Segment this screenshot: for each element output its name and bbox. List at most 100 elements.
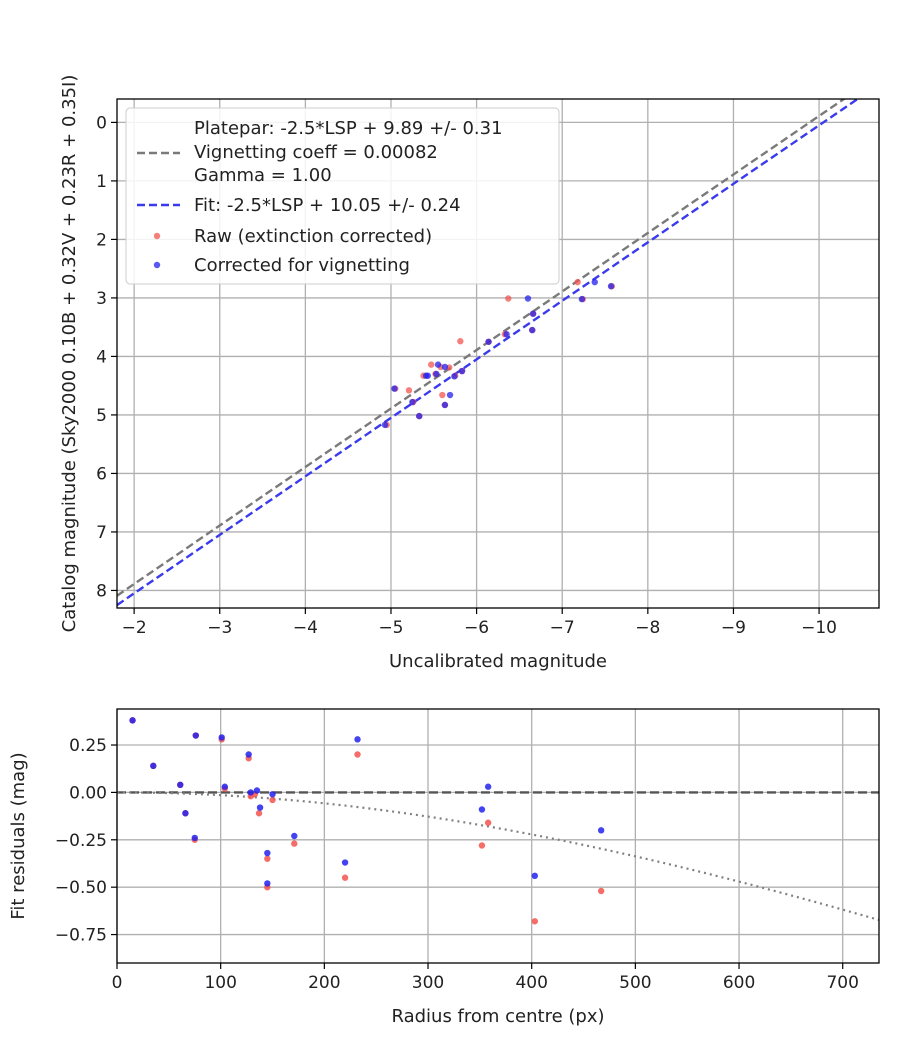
top-plot-frame xyxy=(116,98,880,609)
x-tick-label: −7 xyxy=(550,618,575,638)
residual-point xyxy=(150,762,157,770)
residual-point xyxy=(269,796,276,804)
x-tick-label: −10 xyxy=(801,618,837,638)
x-tick-label: −2 xyxy=(122,618,147,638)
residual-point xyxy=(531,918,539,925)
residual-point xyxy=(478,806,486,813)
data-point xyxy=(441,401,449,409)
residual-point xyxy=(597,827,605,834)
y-tick-label: 0.00 xyxy=(69,783,107,803)
x-tick-label: 200 xyxy=(308,973,340,993)
legend-raw-marker xyxy=(153,232,161,240)
residual-point xyxy=(291,832,298,840)
residual-point xyxy=(484,819,492,826)
x-tick-label: 700 xyxy=(826,973,858,993)
residual-point xyxy=(354,751,361,758)
data-point xyxy=(591,278,598,286)
top-legend: Platepar: -2.5*LSP + 9.89 +/- 0.31 Vignet… xyxy=(125,107,560,285)
bottom-reference-lines xyxy=(117,791,879,922)
data-point xyxy=(434,361,442,368)
y-tick-label: 7 xyxy=(96,523,107,543)
top-plot: −2 −3 −4 −5 −6 −7 −8 −9 −10 0 1 2 3 4 5 6 7 8 Platepar: -… xyxy=(59,75,880,672)
residual-point xyxy=(218,734,225,741)
y-tick-label: 4 xyxy=(96,347,107,367)
bottom-plot: 0 100 200 300 400 500 600 700 0.25 0.00 −0.25 −0.50… xyxy=(8,708,880,1027)
data-point xyxy=(433,370,440,378)
residual-point xyxy=(484,783,492,790)
residual-point xyxy=(256,804,264,811)
x-tick-label: −9 xyxy=(721,618,746,638)
y-tick-label: 2 xyxy=(96,230,107,250)
residual-point xyxy=(245,751,252,758)
data-point xyxy=(503,330,510,338)
x-tick-label: −3 xyxy=(207,618,232,638)
data-point xyxy=(451,373,458,380)
residual-point xyxy=(291,840,298,847)
bottom-x-axis-label: Radius from centre (px) xyxy=(391,1006,604,1027)
x-tick-label: 500 xyxy=(619,973,651,993)
residual-point xyxy=(264,855,271,862)
y-tick-label: 8 xyxy=(96,581,107,601)
legend-vignetting-label: Vignetting coeff = 0.00082 xyxy=(194,142,438,163)
residual-point xyxy=(531,872,539,880)
data-point xyxy=(405,387,413,394)
x-tick-label: 0 xyxy=(112,973,123,993)
top-x-axis-label: Uncalibrated magnitude xyxy=(389,651,607,672)
y-tick-label: 3 xyxy=(96,289,107,309)
data-point xyxy=(574,278,581,286)
residual-point xyxy=(354,736,361,743)
residual-point xyxy=(192,732,199,739)
data-point xyxy=(529,326,536,334)
y-tick-label: −0.75 xyxy=(55,926,107,946)
legend-gamma-label: Gamma = 1.00 xyxy=(194,165,332,186)
data-point xyxy=(607,283,615,290)
data-point xyxy=(428,361,435,368)
top-fit-lines xyxy=(117,99,860,607)
vignetting-curve xyxy=(117,791,879,922)
residual-point xyxy=(597,887,605,895)
data-point xyxy=(485,338,492,345)
x-tick-label: 600 xyxy=(723,973,755,993)
platepar-line xyxy=(117,99,847,597)
data-point xyxy=(505,295,512,302)
fit-line xyxy=(117,99,860,607)
data-point xyxy=(391,385,398,392)
x-tick-label: 400 xyxy=(515,973,547,993)
legend-corrected-marker xyxy=(153,261,161,269)
x-tick-label: −5 xyxy=(378,618,403,638)
residual-point xyxy=(247,789,254,796)
x-tick-label: 100 xyxy=(204,973,236,993)
bottom-plot-frame xyxy=(116,708,880,964)
residual-point xyxy=(269,791,276,798)
residual-point xyxy=(255,810,263,817)
bottom-ticks: 0 100 200 300 400 500 600 700 0.25 0.00 −0.25 −0.50… xyxy=(55,736,859,993)
y-tick-label: 6 xyxy=(96,464,107,484)
data-point xyxy=(446,391,454,399)
bottom-scatter-points xyxy=(129,717,605,925)
data-point xyxy=(416,412,423,420)
y-tick-label: 1 xyxy=(96,172,107,192)
legend-fit-label: Fit: -2.5*LSP + 10.05 +/- 0.24 xyxy=(194,195,461,216)
y-tick-label: 5 xyxy=(96,406,107,426)
data-point xyxy=(457,338,464,345)
y-tick-label: 0 xyxy=(96,113,107,133)
top-y-axis-label: Catalog magnitude (Sky2000 0.10B + 0.32V… xyxy=(59,75,80,633)
residual-point xyxy=(191,834,198,842)
x-tick-label: 300 xyxy=(412,973,444,993)
x-tick-label: −8 xyxy=(635,618,660,638)
data-point xyxy=(424,372,431,379)
residual-point xyxy=(341,874,349,881)
legend-raw-label: Raw (extinction corrected) xyxy=(194,226,432,247)
y-tick-label: −0.50 xyxy=(55,878,107,898)
data-point xyxy=(578,295,586,303)
data-point xyxy=(441,363,449,371)
data-point xyxy=(381,421,389,429)
residual-point xyxy=(253,787,261,794)
residual-point xyxy=(221,783,229,790)
top-ticks: −2 −3 −4 −5 −6 −7 −8 −9 −10 0 1 2 3 4 5 6 7 8 xyxy=(96,113,837,638)
data-point xyxy=(409,398,416,406)
y-tick-label: 0.25 xyxy=(69,736,107,756)
bottom-y-axis-label: Fit residuals (mag) xyxy=(8,752,29,919)
residual-point xyxy=(341,859,349,866)
